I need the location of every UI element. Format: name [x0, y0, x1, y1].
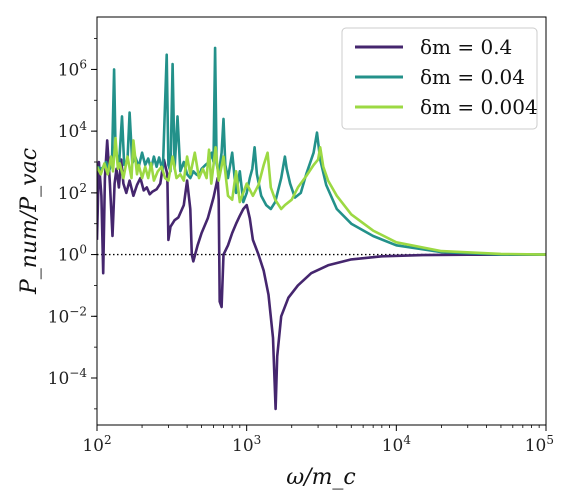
- plot-frame: [96, 16, 547, 426]
- y-axis-label: P_num/P_vac: [17, 148, 42, 295]
- series-line-2: [97, 136, 546, 256]
- y-tick-label: 102: [58, 181, 87, 204]
- y-tick-label: 104: [58, 119, 88, 142]
- series-line-0: [97, 139, 546, 411]
- legend-label: δm = 0.004: [420, 95, 538, 119]
- x-tick-label: 105: [525, 433, 554, 456]
- x-axis-label: ω/m_c: [286, 465, 356, 490]
- y-tick-label: 106: [58, 57, 87, 80]
- legend-label: δm = 0.04: [420, 65, 525, 89]
- legend-label: δm = 0.4: [420, 35, 512, 59]
- tick-layer: 102 103 104 105 10−4 10−2 100 102 104 106: [48, 38, 554, 456]
- y-tick-label: 100: [58, 243, 87, 266]
- y-tick-label: 10−4: [48, 366, 88, 389]
- series-layer: [97, 46, 546, 411]
- legend-box: [341, 27, 538, 130]
- legend: δm = 0.4 δm = 0.04 δm = 0.004: [341, 27, 538, 130]
- x-tick-label: 104: [382, 433, 412, 456]
- x-tick-label: 102: [82, 433, 111, 456]
- y-tick-label: 10−2: [48, 304, 87, 327]
- x-tick-label: 103: [232, 433, 261, 456]
